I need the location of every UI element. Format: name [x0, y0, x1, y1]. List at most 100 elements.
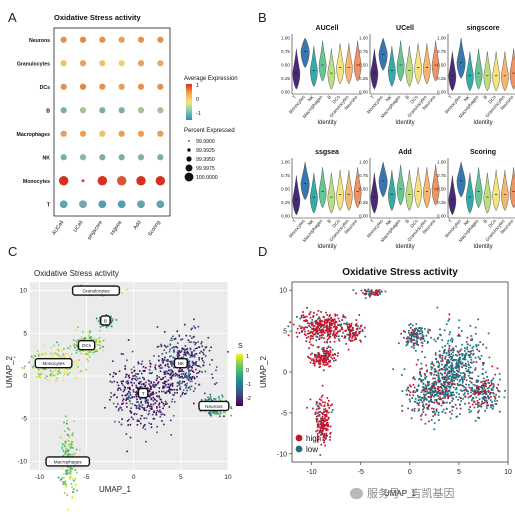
umap-c-point	[98, 341, 101, 343]
umap-c-point	[213, 413, 216, 415]
umap-c-point	[135, 386, 138, 389]
umap-c-colorbar-tick: -1	[246, 382, 251, 388]
umap-d-point	[464, 376, 466, 379]
umap-c-point	[128, 386, 131, 389]
umap-c-point	[156, 407, 158, 409]
umap-d-point	[325, 413, 328, 416]
umap-c-point	[51, 355, 54, 358]
umap-d-point	[430, 389, 432, 392]
umap-d-point	[460, 400, 462, 402]
umap-d-point	[325, 311, 327, 314]
umap-d-x-label: UMAP_1	[384, 489, 417, 498]
umap-c-point	[187, 351, 189, 354]
umap-d-point	[438, 350, 441, 353]
umap-c-point	[68, 472, 71, 474]
umap-c-point	[13, 356, 16, 359]
umap-c-point	[207, 336, 210, 339]
umap-c-point	[69, 469, 72, 471]
umap-d-point	[437, 395, 440, 397]
umap-d-point	[311, 331, 314, 334]
umap-d-point	[332, 319, 334, 322]
umap-c-cluster-label: DCs	[82, 343, 92, 348]
umap-d-point	[409, 340, 412, 342]
umap-c-point	[70, 353, 73, 355]
umap-c-point	[230, 414, 232, 417]
umap-d-point	[473, 406, 476, 409]
umap-d-point	[435, 374, 438, 377]
umap-d-point	[317, 325, 319, 327]
umap-d-point	[475, 403, 477, 406]
umap-c-point	[183, 353, 185, 356]
violin-shape	[370, 48, 379, 90]
umap-d-point	[488, 396, 490, 399]
umap-c-point	[63, 372, 66, 375]
umap-c-point	[170, 372, 172, 375]
umap-d-point	[306, 326, 309, 329]
umap-d-point	[444, 375, 447, 378]
umap-d-point	[449, 331, 451, 334]
umap-c-point	[99, 330, 101, 332]
umap-c-point	[151, 391, 154, 394]
violin-shape	[353, 40, 362, 82]
umap-c-point	[68, 435, 70, 438]
umap-d-point	[328, 365, 330, 368]
umap-c-point	[171, 339, 173, 342]
violin-shape	[501, 170, 509, 211]
umap-c-cluster-box	[34, 357, 73, 369]
umap-c-point	[56, 377, 58, 380]
dotplot-row-label: NK	[43, 155, 51, 161]
umap-d-point	[400, 332, 402, 335]
umap-c-point	[177, 342, 179, 344]
umap-d-point	[310, 323, 313, 325]
umap-d-point	[322, 363, 325, 365]
violin-y-tick: 0.25	[281, 76, 290, 81]
umap-d-point	[454, 403, 457, 406]
violin-y-tick: 0.50	[359, 63, 368, 68]
umap-d-point	[444, 412, 447, 415]
umap-d-point	[346, 322, 348, 324]
umap-c-point	[195, 341, 197, 344]
umap-d-point	[412, 344, 415, 347]
umap-d-point	[448, 361, 451, 364]
umap-c-point	[208, 410, 211, 413]
umap-c-point	[169, 376, 172, 379]
umap-d-point	[477, 416, 479, 419]
umap-c-point	[43, 344, 45, 347]
umap-d-point	[424, 398, 427, 400]
umap-c-point	[23, 367, 25, 369]
umap-d-point	[438, 403, 440, 406]
umap-c-point	[99, 326, 102, 328]
umap-d-point	[451, 409, 454, 412]
umap-d-point	[322, 426, 325, 429]
umap-d-point	[474, 391, 476, 394]
umap-d-point	[470, 389, 473, 391]
umap-c-point	[131, 396, 134, 399]
umap-d-point	[482, 377, 485, 380]
umap-c-point	[158, 395, 160, 397]
umap-d-point	[442, 378, 444, 380]
umap-d-point	[333, 359, 335, 362]
umap-d-point	[303, 328, 305, 331]
umap-c-point	[66, 433, 69, 436]
umap-c-point	[62, 466, 64, 469]
umap-c-point	[67, 427, 69, 430]
umap-c-point	[186, 357, 188, 360]
umap-d-point	[458, 380, 461, 383]
umap-d-point	[442, 408, 445, 411]
umap-d-point	[439, 379, 442, 382]
umap-c-point	[106, 326, 108, 329]
umap-c-point	[183, 348, 186, 351]
umap-c-point	[137, 373, 139, 375]
umap-d-point	[323, 322, 326, 324]
umap-d-point	[313, 333, 315, 336]
umap-d-point	[326, 434, 328, 437]
umap-d-point	[323, 320, 326, 323]
umap-c-point	[185, 376, 188, 379]
umap-d-point	[320, 323, 323, 326]
umap-d-point	[379, 293, 382, 295]
umap-c-point	[37, 372, 40, 375]
umap-d-point	[445, 394, 448, 396]
umap-d-point	[448, 347, 451, 350]
umap-c-point	[179, 376, 182, 378]
umap-d-point	[318, 359, 321, 362]
